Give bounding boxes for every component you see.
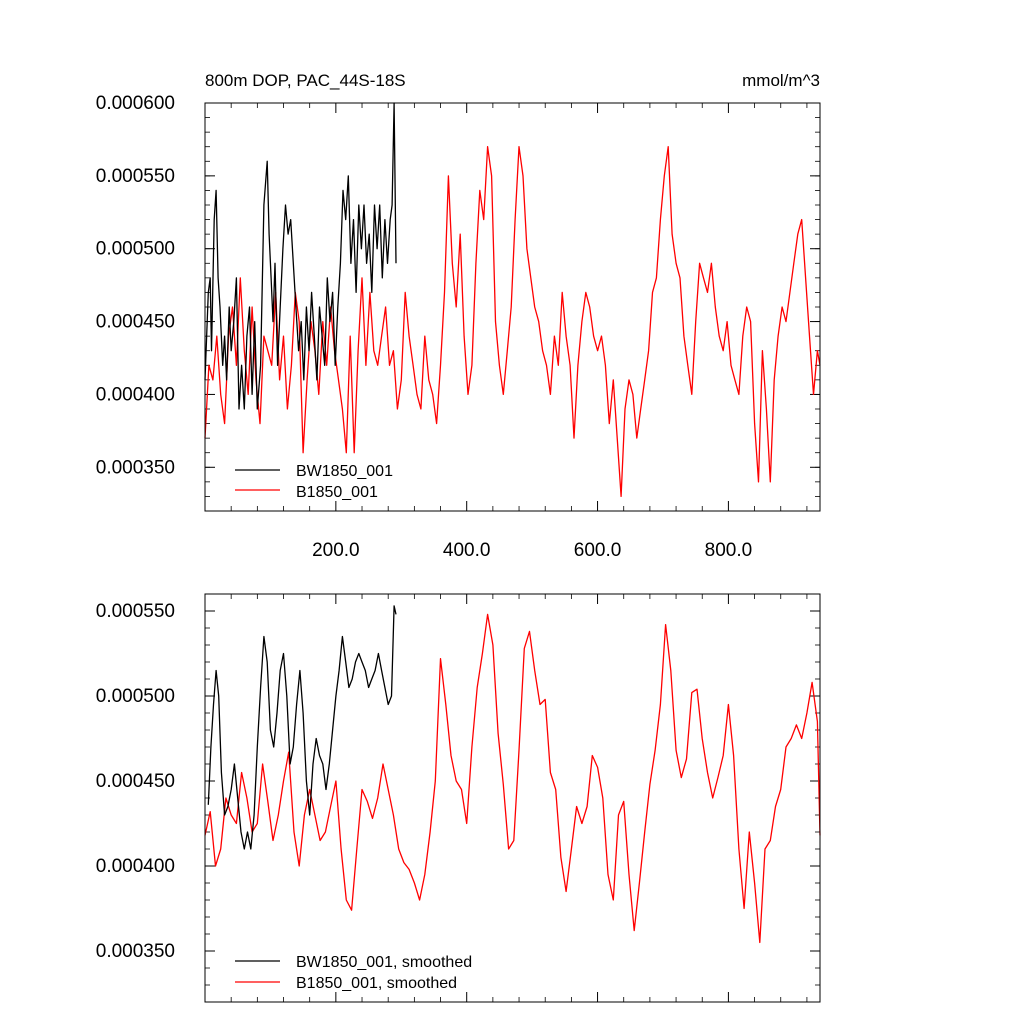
series-line-b1850-001-smoothed [204, 613, 821, 944]
legend-label-b1850: B1850_001 [296, 484, 378, 501]
bottom-panel: 0.000350 0.000400 0.000450 0.000500 0.000550… [96, 593, 821, 1003]
bottom-panel-series [204, 605, 821, 944]
series-line-bw1850-001 [204, 102, 397, 410]
y-tick-label: 0.000550 [96, 601, 175, 622]
top-panel-title: 800m DOP, PAC_44S-18S [205, 71, 406, 90]
x-tick-label: 400.0 [443, 540, 491, 561]
top-panel: 800m DOP, PAC_44S-18S mmol/m^3 0.0003500… [96, 71, 821, 561]
y-tick-label: 0.000600 [96, 93, 175, 114]
y-tick-label: 0.000500 [96, 239, 175, 260]
y-tick-label: 0.000400 [96, 384, 175, 405]
top-panel-ticks: 0.000350 0.000400 0.000450 0.000500 0.000550… [96, 93, 820, 561]
x-tick-label: 600.0 [574, 540, 622, 561]
series-line-bw1850-001-smoothed [207, 605, 397, 850]
legend-label-bw1850: BW1850_001 [296, 463, 393, 480]
y-tick-label: 0.000450 [96, 312, 175, 333]
y-tick-label: 0.000450 [96, 771, 175, 792]
y-tick-label: 0.000350 [96, 941, 175, 962]
y-tick-label: 0.000500 [96, 686, 175, 707]
x-tick-label: 200.0 [312, 540, 360, 561]
bottom-panel-ticks: 0.000350 0.000400 0.000450 0.000500 0.000550 [96, 593, 820, 1003]
legend-label-b1850-smoothed: B1850_001, smoothed [296, 975, 457, 992]
top-panel-units: mmol/m^3 [742, 71, 820, 90]
series-line-b1850-001 [204, 146, 821, 498]
legend-label-bw1850-smoothed: BW1850_001, smoothed [296, 954, 472, 971]
y-tick-label: 0.000550 [96, 166, 175, 187]
y-tick-label: 0.000350 [96, 457, 175, 478]
top-panel-frame [204, 102, 821, 512]
y-tick-label: 0.000400 [96, 856, 175, 877]
bottom-panel-frame [204, 593, 821, 1003]
top-panel-series [204, 102, 821, 498]
x-tick-label: 800.0 [705, 540, 753, 561]
